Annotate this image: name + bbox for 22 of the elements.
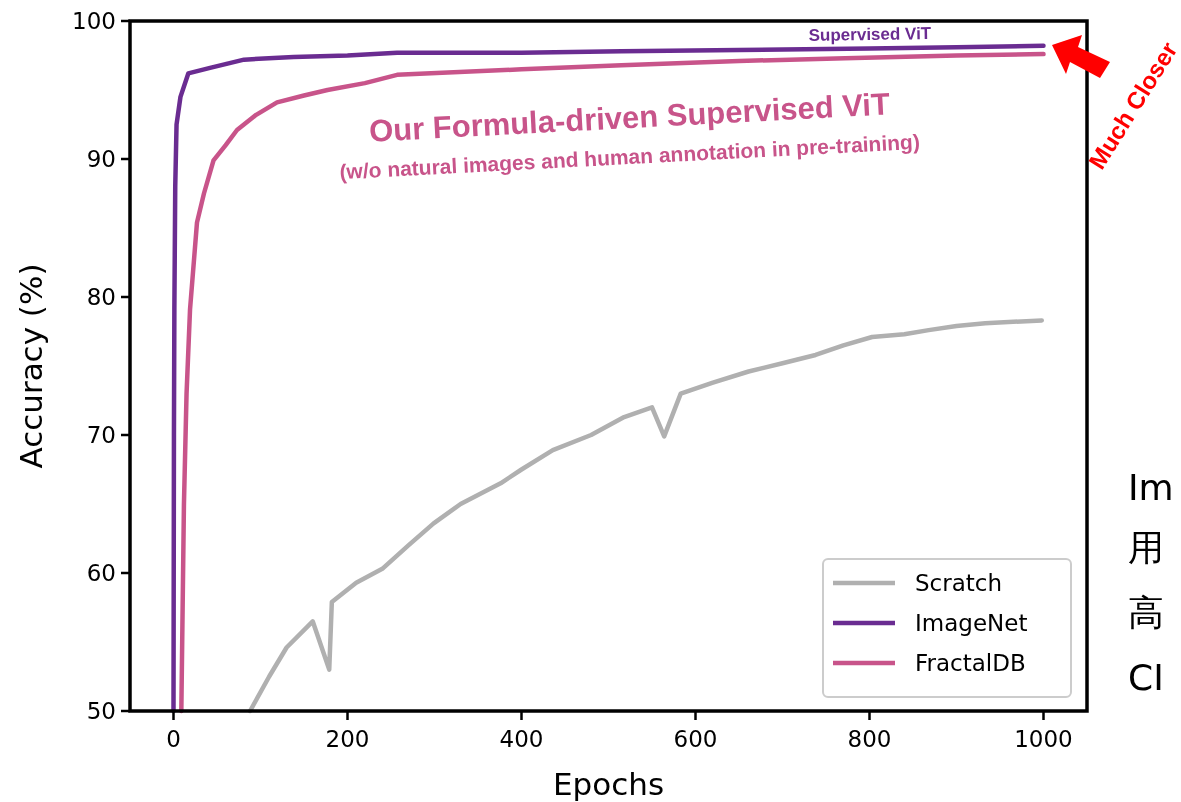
text: CI xyxy=(1128,657,1164,698)
text: Im xyxy=(1128,467,1174,508)
y-axis-title: Accuracy (%) xyxy=(13,263,49,469)
y-tick-label: 100 xyxy=(72,8,116,34)
annotation: Supervised ViT xyxy=(808,23,932,46)
legend-label: Scratch xyxy=(915,570,1003,596)
legend-label: FractalDB xyxy=(915,650,1026,676)
y-tick-label: 60 xyxy=(86,560,116,586)
y-tick-label: 90 xyxy=(86,146,116,172)
x-tick-label: 0 xyxy=(166,726,181,752)
y-tick-label: 50 xyxy=(86,698,116,724)
legend-label: ImageNet xyxy=(915,610,1028,636)
text: 高 xyxy=(1128,592,1164,633)
x-tick-label: 1000 xyxy=(1014,726,1073,752)
x-tick-label: 400 xyxy=(499,726,544,752)
x-tick-label: 200 xyxy=(325,726,370,752)
text: 用 xyxy=(1128,527,1164,568)
x-tick-label: 800 xyxy=(847,726,892,752)
y-tick-label: 70 xyxy=(86,422,116,448)
y-tick-label: 80 xyxy=(86,284,116,310)
x-axis-title: Epochs xyxy=(552,766,665,802)
x-tick-label: 600 xyxy=(673,726,718,752)
